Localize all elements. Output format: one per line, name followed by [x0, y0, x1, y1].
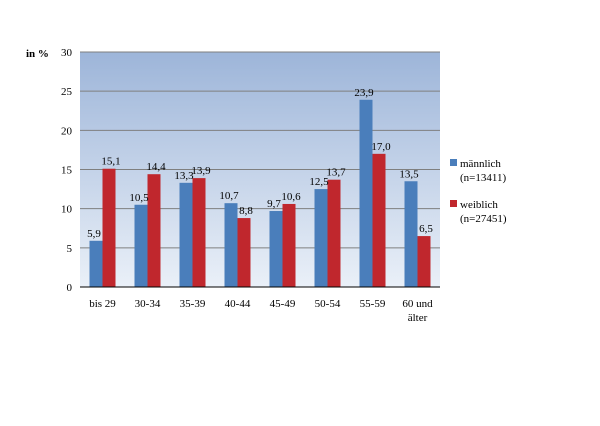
y-tick-label: 0 [67, 282, 73, 294]
bar-maennlich [224, 203, 238, 287]
bar-weiblich [147, 174, 161, 287]
bar-weiblich [237, 218, 251, 287]
data-labels: 5,9 15,1 10,5 14,4 13,313,9 10,78,8 9,710,6 12,… [87, 87, 433, 240]
y-tick-label: 20 [61, 125, 73, 137]
bar-weiblich [372, 153, 386, 287]
y-tick-label: 25 [61, 86, 73, 98]
data-label: 10,5 [129, 192, 149, 204]
bar-maennlich [314, 189, 328, 287]
data-label: 14,4 [146, 161, 166, 173]
data-label: 13,7 [326, 167, 346, 179]
data-label: 10,6 [281, 191, 301, 203]
bar-maennlich [404, 181, 418, 287]
bars [89, 99, 431, 288]
x-axis-categories: bis 29 30-34 35-39 40-44 45-49 50-54 55-59 60 u… [89, 298, 433, 324]
legend: männlich (n=13411) weiblich (n=27451) [450, 158, 507, 225]
y-axis-label: in % [26, 48, 49, 60]
data-label: 12,5 [309, 176, 329, 188]
y-axis-ticks: 0 5 10 15 20 25 30 [61, 47, 73, 294]
legend-swatch [450, 159, 457, 166]
x-category-label: 30-34 [135, 298, 161, 310]
bar-maennlich [359, 99, 373, 288]
data-label: 13,3 [174, 170, 194, 182]
x-category-label: 50-54 [315, 298, 341, 310]
bar-weiblich [102, 168, 116, 287]
data-label: 13,9 [191, 165, 211, 177]
data-label: 13,5 [399, 168, 419, 180]
data-label: 8,8 [239, 205, 253, 217]
data-label: 5,9 [87, 228, 101, 240]
data-label: 6,5 [419, 223, 433, 235]
bar-maennlich [179, 182, 193, 287]
legend-label: weiblich [460, 199, 498, 211]
x-category-label: 55-59 [360, 298, 386, 310]
data-label: 23,9 [354, 87, 374, 99]
y-tick-label: 10 [61, 204, 73, 216]
x-category-label: 40-44 [225, 298, 251, 310]
x-category-label: bis 29 [89, 298, 116, 310]
bar-weiblich [417, 236, 431, 287]
legend-label: (n=13411) [460, 172, 506, 184]
y-tick-label: 15 [61, 165, 73, 177]
x-category-label: 35-39 [180, 298, 206, 310]
bar-maennlich [134, 204, 148, 287]
y-tick-label: 5 [67, 243, 73, 255]
legend-label: männlich [460, 158, 501, 170]
data-label: 10,7 [219, 190, 239, 202]
bar-maennlich [269, 211, 283, 287]
x-category-label: 45-49 [270, 298, 296, 310]
bar-maennlich [89, 240, 103, 287]
data-label: 15,1 [101, 156, 120, 168]
bar-weiblich [282, 203, 296, 287]
bar-weiblich [192, 178, 206, 287]
y-tick-label: 30 [61, 47, 73, 59]
data-label: 17,0 [371, 141, 391, 153]
x-category-label: älter [408, 312, 428, 324]
bar-weiblich [327, 179, 341, 287]
x-category-label: 60 und [402, 298, 433, 310]
legend-label: (n=27451) [460, 213, 507, 225]
data-label: 9,7 [267, 198, 281, 210]
legend-swatch [450, 200, 457, 207]
